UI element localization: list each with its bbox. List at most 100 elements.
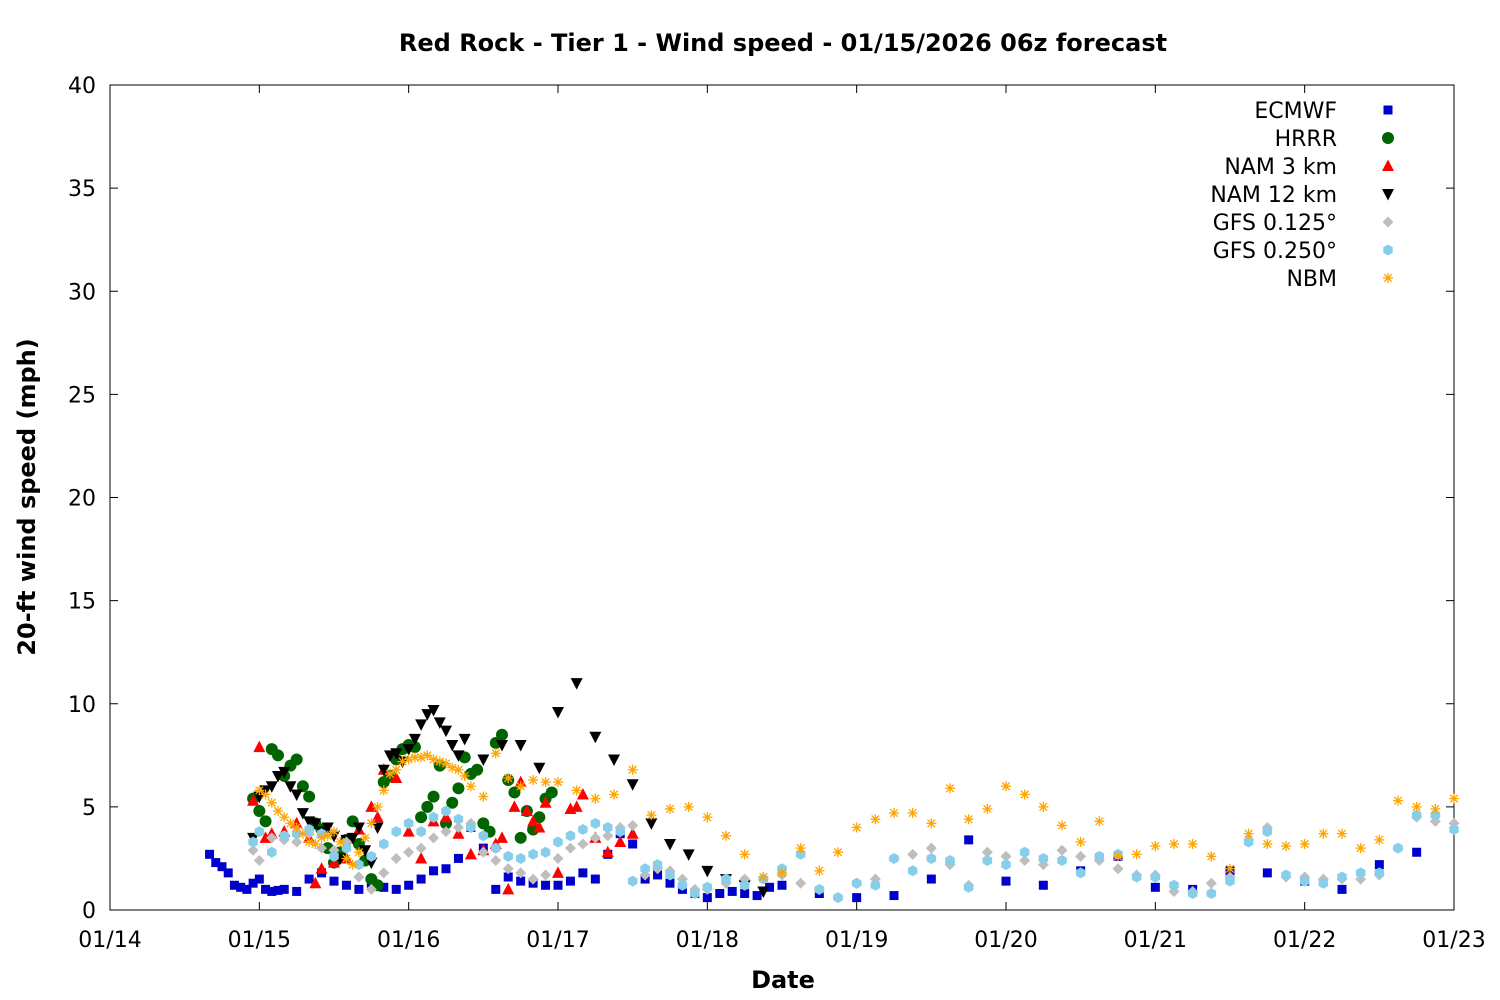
data-point xyxy=(272,770,284,783)
data-point xyxy=(446,740,459,752)
legend-label: ECMWF xyxy=(1254,99,1337,124)
data-point xyxy=(889,852,899,864)
data-point xyxy=(589,731,602,744)
data-point xyxy=(371,822,384,834)
data-point xyxy=(379,838,389,850)
data-point xyxy=(490,855,502,866)
data-point xyxy=(1374,834,1385,845)
data-point xyxy=(1206,851,1217,862)
data-point xyxy=(527,873,539,885)
data-point xyxy=(608,754,620,766)
x-tick-label: 01/16 xyxy=(377,928,440,953)
data-point xyxy=(1374,867,1385,879)
data-point xyxy=(1243,828,1254,839)
data-point xyxy=(421,709,434,721)
data-point xyxy=(236,882,246,892)
data-point xyxy=(359,845,372,857)
data-point xyxy=(626,827,639,839)
data-point xyxy=(304,824,314,836)
data-point xyxy=(452,822,464,833)
data-point xyxy=(1150,841,1161,852)
data-point xyxy=(833,847,843,858)
data-point xyxy=(273,885,283,895)
data-point xyxy=(640,863,650,875)
legend-marker xyxy=(1383,105,1393,115)
data-point xyxy=(1001,859,1011,871)
data-point xyxy=(514,831,527,844)
data-point xyxy=(354,859,364,871)
x-tick-label: 01/20 xyxy=(974,928,1037,953)
data-point xyxy=(1412,847,1422,857)
data-point xyxy=(1374,860,1384,870)
data-point xyxy=(441,864,451,874)
data-point xyxy=(403,817,414,829)
x-tick-label: 01/22 xyxy=(1273,928,1336,953)
data-point xyxy=(739,849,750,860)
plot-frame xyxy=(109,84,1455,911)
data-point xyxy=(296,780,309,793)
data-point xyxy=(653,870,663,880)
data-point xyxy=(665,878,675,888)
data-point xyxy=(346,832,359,845)
data-point xyxy=(378,867,390,879)
data-point xyxy=(458,733,471,746)
data-point xyxy=(284,781,297,793)
data-point xyxy=(266,797,277,808)
data-point xyxy=(628,839,638,849)
data-point xyxy=(321,822,334,834)
data-point xyxy=(309,818,322,830)
data-point xyxy=(254,874,264,884)
data-point xyxy=(447,762,458,773)
x-tick-label: 01/14 xyxy=(78,928,141,953)
data-point xyxy=(408,733,421,746)
data-point xyxy=(982,803,993,814)
data-point xyxy=(391,826,401,838)
data-point xyxy=(795,848,806,860)
data-point xyxy=(578,868,588,878)
data-point xyxy=(496,831,508,843)
data-point xyxy=(491,884,501,894)
data-point xyxy=(223,868,233,878)
axis-ticks: 01/14 01/15 01/16 01/17 01/18 01/19 01/20 01/21… xyxy=(68,74,1486,953)
data-point xyxy=(291,828,302,840)
data-point xyxy=(926,852,937,864)
legend-marker xyxy=(1382,132,1394,144)
legend-label: GFS 0.125° xyxy=(1213,211,1337,236)
data-point xyxy=(478,830,489,842)
series-gfs-0-250- xyxy=(248,805,1459,904)
data-point xyxy=(564,842,576,854)
legend-label: NBM xyxy=(1286,267,1337,292)
data-point xyxy=(777,880,787,890)
data-point xyxy=(1038,852,1049,864)
data-point xyxy=(335,836,346,847)
data-point xyxy=(576,788,589,800)
data-point xyxy=(391,764,402,775)
data-point xyxy=(491,842,501,854)
data-point xyxy=(1057,820,1067,831)
data-point xyxy=(477,754,490,766)
data-point xyxy=(777,867,787,878)
data-point xyxy=(664,839,676,851)
data-point xyxy=(690,888,700,899)
data-point xyxy=(496,740,508,752)
data-point xyxy=(1299,875,1310,887)
data-point xyxy=(1019,846,1030,858)
data-point xyxy=(1001,876,1011,886)
x-tick-label: 01/17 xyxy=(526,928,589,953)
x-tick-label: 01/18 xyxy=(676,928,739,953)
data-point xyxy=(870,879,881,891)
series-ecmwf xyxy=(205,823,1422,903)
data-point xyxy=(533,821,546,833)
data-point xyxy=(465,781,476,792)
data-point xyxy=(851,877,862,889)
data-point xyxy=(1019,789,1030,800)
data-point xyxy=(814,865,825,876)
x-tick-label: 01/21 xyxy=(1124,928,1187,953)
data-point xyxy=(404,880,414,890)
data-point xyxy=(907,808,918,819)
data-point xyxy=(471,763,484,776)
data-point xyxy=(366,850,377,862)
data-point xyxy=(889,808,899,819)
data-point xyxy=(646,810,657,821)
data-point xyxy=(1411,801,1422,812)
